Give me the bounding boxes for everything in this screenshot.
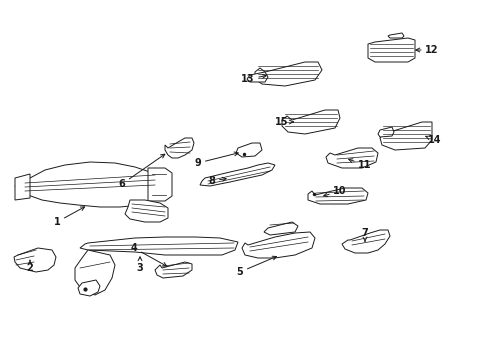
Polygon shape bbox=[388, 33, 404, 38]
Polygon shape bbox=[242, 232, 315, 258]
Polygon shape bbox=[247, 72, 268, 82]
Polygon shape bbox=[342, 230, 390, 253]
Polygon shape bbox=[264, 222, 298, 235]
Polygon shape bbox=[200, 163, 275, 186]
Text: 10: 10 bbox=[324, 186, 347, 197]
Polygon shape bbox=[255, 62, 322, 86]
Polygon shape bbox=[15, 162, 165, 207]
Polygon shape bbox=[378, 127, 394, 137]
Text: 11: 11 bbox=[349, 159, 372, 170]
Polygon shape bbox=[368, 38, 415, 62]
Polygon shape bbox=[125, 200, 168, 222]
Text: 14: 14 bbox=[425, 135, 442, 145]
Text: 13: 13 bbox=[241, 74, 266, 84]
Text: 3: 3 bbox=[137, 257, 144, 273]
Text: 8: 8 bbox=[209, 176, 226, 186]
Text: 1: 1 bbox=[53, 207, 85, 227]
Polygon shape bbox=[155, 262, 192, 278]
Text: 2: 2 bbox=[26, 260, 33, 273]
Polygon shape bbox=[75, 250, 115, 295]
Text: 9: 9 bbox=[195, 152, 238, 168]
Polygon shape bbox=[165, 138, 194, 158]
Polygon shape bbox=[148, 168, 172, 201]
Polygon shape bbox=[15, 174, 30, 200]
Polygon shape bbox=[282, 110, 340, 134]
Text: 7: 7 bbox=[362, 228, 368, 241]
Polygon shape bbox=[308, 188, 368, 204]
Text: 5: 5 bbox=[237, 256, 276, 277]
Polygon shape bbox=[236, 143, 262, 157]
Polygon shape bbox=[80, 237, 238, 255]
Text: 4: 4 bbox=[131, 243, 167, 266]
Polygon shape bbox=[380, 122, 432, 150]
Polygon shape bbox=[326, 148, 378, 168]
Polygon shape bbox=[14, 248, 56, 272]
Polygon shape bbox=[78, 280, 100, 296]
Text: 12: 12 bbox=[416, 45, 439, 55]
Text: 6: 6 bbox=[119, 154, 165, 189]
Text: 15: 15 bbox=[275, 117, 294, 127]
